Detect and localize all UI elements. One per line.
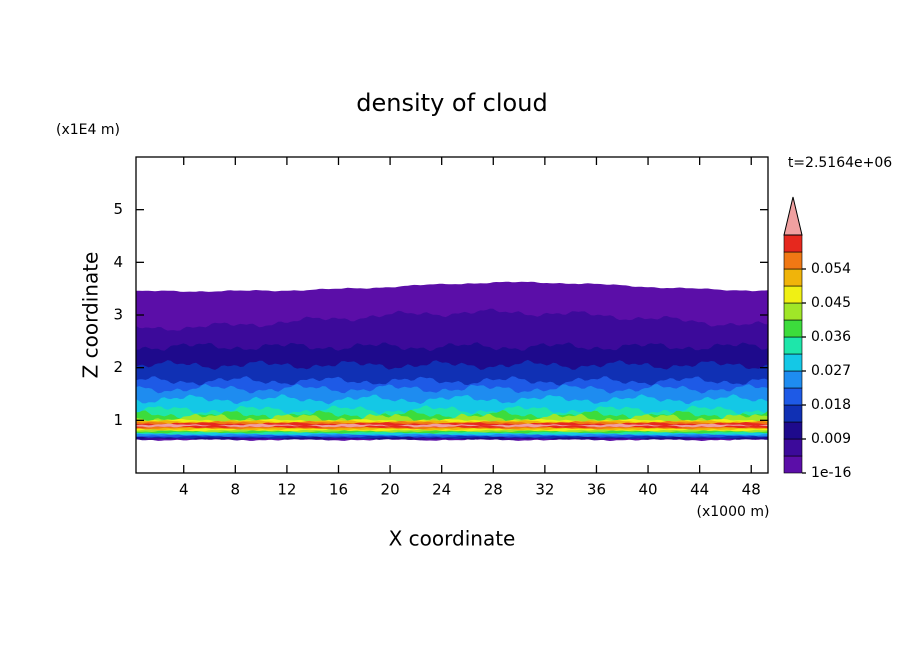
- y-tick-label: 3: [113, 306, 123, 324]
- x-unit: (x1000 m): [697, 504, 770, 520]
- colorbar-cell: [783, 404, 803, 423]
- colorbar-cell: [783, 336, 803, 355]
- x-tick-label: 20: [381, 481, 400, 499]
- x-tick-label: 4: [179, 481, 189, 499]
- time-label: t=2.5164e+06: [788, 155, 892, 171]
- colorbar-tick-label: 0.045: [811, 295, 851, 311]
- colorbar-tick-label: 1e-16: [811, 465, 851, 481]
- colorbar-tick-label: 0.027: [811, 363, 851, 379]
- x-tick-label: 48: [742, 481, 761, 499]
- colorbar-cell: [783, 421, 803, 440]
- colorbar-cell: [783, 455, 803, 474]
- y-tick-label: 4: [113, 253, 123, 271]
- x-tick-label: 40: [639, 481, 658, 499]
- colorbar-cell: [783, 387, 803, 406]
- y-axis-label: Z coordinate: [79, 252, 103, 379]
- colorbar-cell: [783, 234, 803, 253]
- colorbar-tick-label: 0.036: [811, 329, 851, 345]
- x-tick-label: 16: [329, 481, 348, 499]
- chart-title: density of cloud: [356, 89, 547, 117]
- colorbar-cell: [783, 370, 803, 389]
- x-tick-label: 24: [432, 481, 451, 499]
- colorbar-cell: [783, 319, 803, 338]
- x-tick-label: 12: [277, 481, 296, 499]
- x-tick-label: 32: [535, 481, 554, 499]
- colorbar-cell: [783, 353, 803, 372]
- x-tick-label: 36: [587, 481, 606, 499]
- y-tick-label: 1: [113, 411, 123, 429]
- colorbar-tick-label: 0.018: [811, 397, 851, 413]
- x-tick-label: 28: [484, 481, 503, 499]
- colorbar-cell: [783, 251, 803, 270]
- colorbar-extend: [783, 196, 803, 236]
- y-tick-label: 5: [113, 200, 123, 218]
- x-axis-label: X coordinate: [389, 527, 516, 551]
- colorbar-tick-label: 0.009: [811, 431, 851, 447]
- y-tick-label: 2: [113, 358, 123, 376]
- colorbar-tick-label: 0.054: [811, 261, 851, 277]
- contour-band: [136, 423, 768, 428]
- colorbar-cell: [783, 302, 803, 321]
- y-unit: (x1E4 m): [56, 122, 120, 138]
- x-tick-label: 44: [690, 481, 709, 499]
- colorbar-cell: [783, 438, 803, 457]
- x-tick-label: 8: [231, 481, 241, 499]
- colorbar-cell: [783, 268, 803, 287]
- colorbar-cell: [783, 285, 803, 304]
